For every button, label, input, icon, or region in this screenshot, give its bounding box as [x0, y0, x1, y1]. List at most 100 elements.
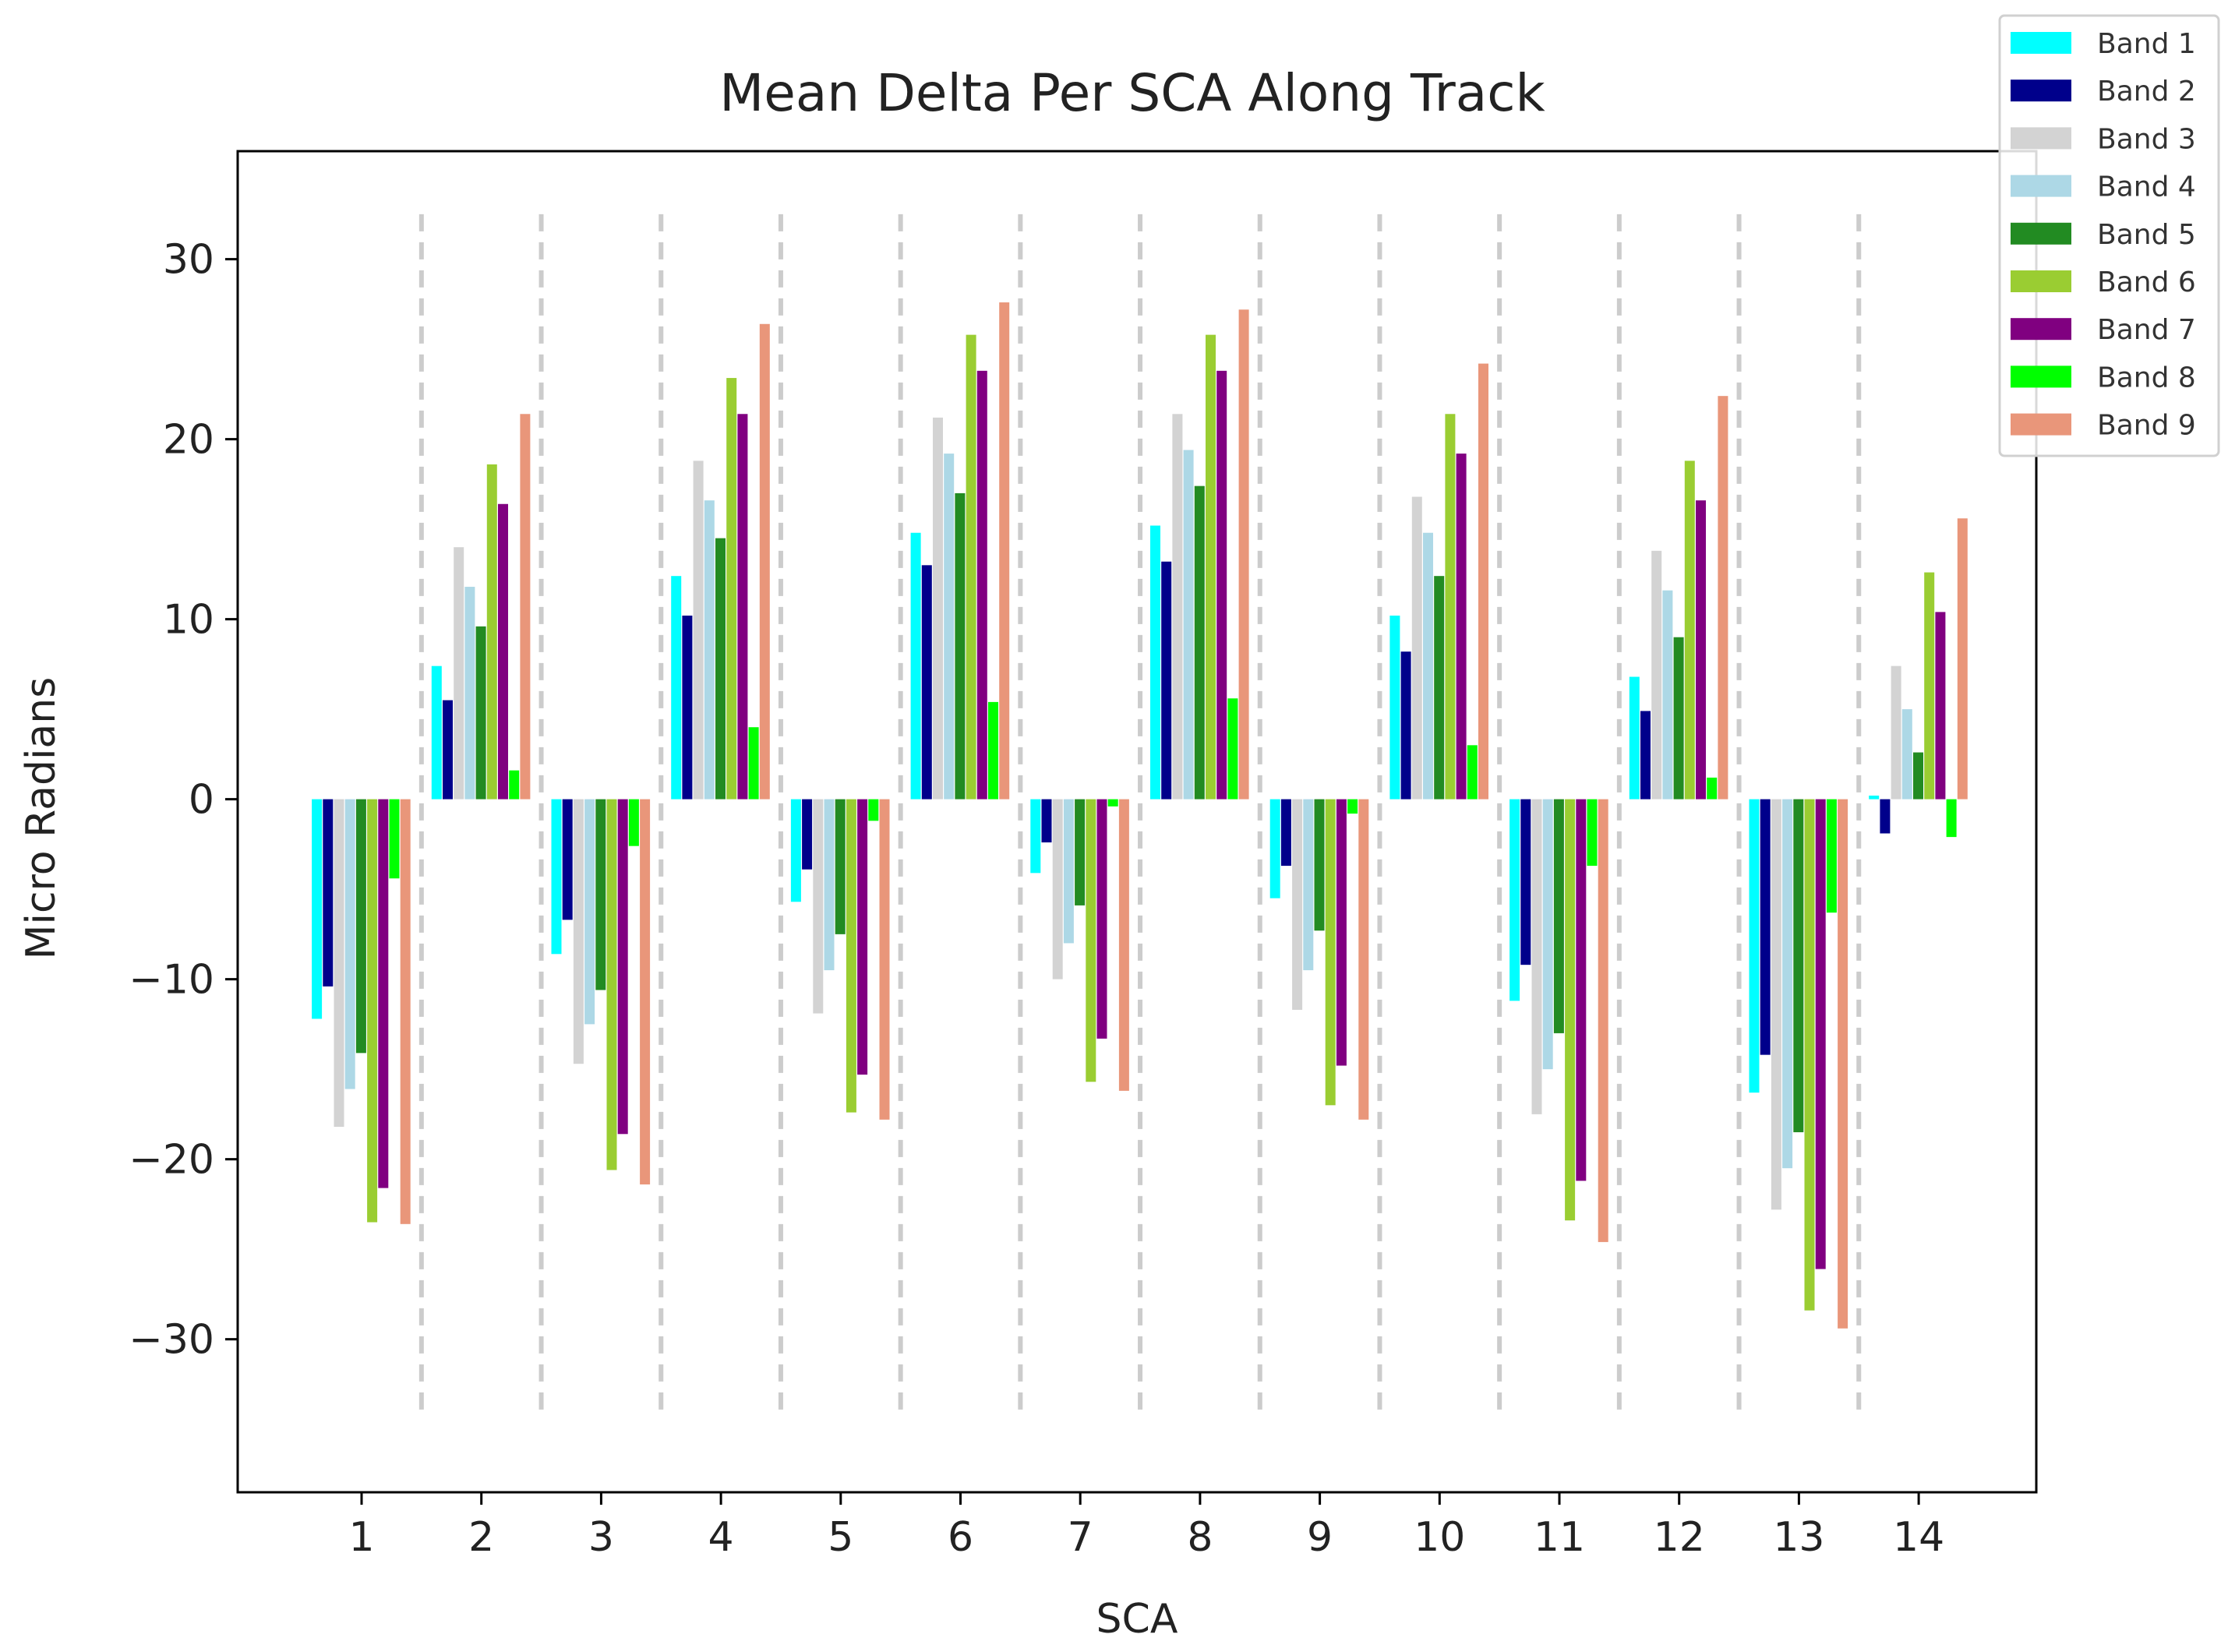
bar: [988, 701, 998, 800]
legend-swatch: [2011, 222, 2071, 245]
bar: [1445, 414, 1456, 800]
bar: [1793, 799, 1804, 1132]
bar: [1531, 799, 1542, 1114]
x-tick-label: 10: [1414, 1514, 1465, 1561]
x-tick-label: 6: [948, 1514, 973, 1561]
legend-swatch: [2011, 365, 2071, 388]
legend-label: Band 6: [2097, 267, 2196, 298]
bar: [1707, 777, 1718, 800]
bar: [1172, 414, 1183, 800]
bar: [1684, 461, 1695, 800]
bar: [1314, 799, 1325, 931]
bar: [334, 799, 344, 1128]
bar: [1358, 799, 1369, 1120]
bar: [1629, 676, 1640, 800]
bar: [748, 727, 759, 800]
bar: [1336, 799, 1347, 1066]
bar: [312, 799, 323, 1019]
bar: [857, 799, 868, 1075]
bar: [454, 547, 464, 800]
bar: [715, 538, 726, 800]
bar: [1696, 500, 1706, 800]
bar: [367, 799, 378, 1223]
legend-swatch: [2011, 413, 2071, 436]
y-tick-label: −30: [129, 1317, 214, 1364]
bar: [879, 799, 890, 1120]
bar: [1216, 370, 1227, 800]
bar: [1640, 711, 1651, 800]
bar: [1826, 799, 1837, 913]
x-tick-label: 1: [348, 1514, 374, 1561]
bar: [1467, 745, 1478, 800]
chart-title: Mean Delta Per SCA Along Track: [719, 63, 1545, 123]
legend-label: Band 5: [2097, 219, 2196, 251]
bar: [1292, 799, 1303, 1010]
bar: [955, 492, 966, 800]
bar: [1838, 799, 1848, 1329]
x-tick-label: 4: [708, 1514, 734, 1561]
legend-label: Band 2: [2097, 76, 2196, 108]
bar: [682, 616, 693, 800]
bar: [475, 626, 486, 800]
bar: [1183, 450, 1194, 800]
bar: [1238, 309, 1249, 800]
bar: [1389, 616, 1400, 800]
y-axis-label: Micro Radians: [18, 677, 65, 960]
legend-swatch: [2011, 175, 2071, 197]
legend-swatch: [2011, 127, 2071, 150]
x-tick-label: 12: [1654, 1514, 1705, 1561]
bar: [1598, 799, 1608, 1242]
bar: [628, 799, 639, 846]
bar: [1520, 799, 1531, 965]
x-axis-label: SCA: [1096, 1596, 1178, 1643]
bar: [1194, 485, 1205, 800]
bar: [1913, 752, 1923, 800]
bar: [1030, 799, 1041, 874]
x-tick-label: 13: [1773, 1514, 1824, 1561]
bar: [1269, 799, 1280, 898]
legend-swatch: [2011, 318, 2071, 341]
bar: [933, 417, 943, 800]
legend-swatch: [2011, 32, 2071, 54]
bar: [704, 500, 715, 800]
bar: [640, 799, 651, 1184]
bar: [1086, 799, 1096, 1082]
bar: [1280, 799, 1291, 867]
x-tick-label: 14: [1893, 1514, 1944, 1561]
x-tick-label: 11: [1534, 1514, 1585, 1561]
bar: [498, 503, 508, 800]
x-tick-label: 3: [588, 1514, 614, 1561]
bar: [910, 532, 921, 800]
bar: [1411, 496, 1422, 800]
y-tick-label: 10: [163, 597, 214, 644]
bar: [1150, 525, 1160, 800]
bar: [944, 454, 955, 800]
bar: [1075, 799, 1086, 905]
bar: [790, 799, 801, 902]
bar: [1815, 799, 1826, 1269]
bar: [443, 700, 453, 800]
bar: [835, 799, 846, 934]
bar: [1052, 799, 1063, 980]
bar: [1651, 550, 1662, 800]
bar: [344, 799, 355, 1089]
bar: [1880, 799, 1891, 834]
bar: [573, 799, 584, 1064]
bar: [1587, 799, 1598, 867]
legend-swatch: [2011, 79, 2071, 102]
bar: [1542, 799, 1553, 1070]
x-tick-label: 2: [468, 1514, 494, 1561]
bar: [464, 587, 475, 800]
y-tick-label: 20: [163, 417, 214, 464]
plot-frame: [236, 150, 2038, 1494]
y-tick-label: −10: [129, 957, 214, 1004]
bar: [693, 461, 704, 800]
bar: [520, 414, 531, 800]
bar: [1206, 334, 1216, 800]
bar: [431, 665, 442, 800]
bar: [868, 799, 879, 821]
bar: [1118, 799, 1129, 1091]
bar: [1804, 799, 1815, 1311]
x-tick-label: 5: [828, 1514, 853, 1561]
